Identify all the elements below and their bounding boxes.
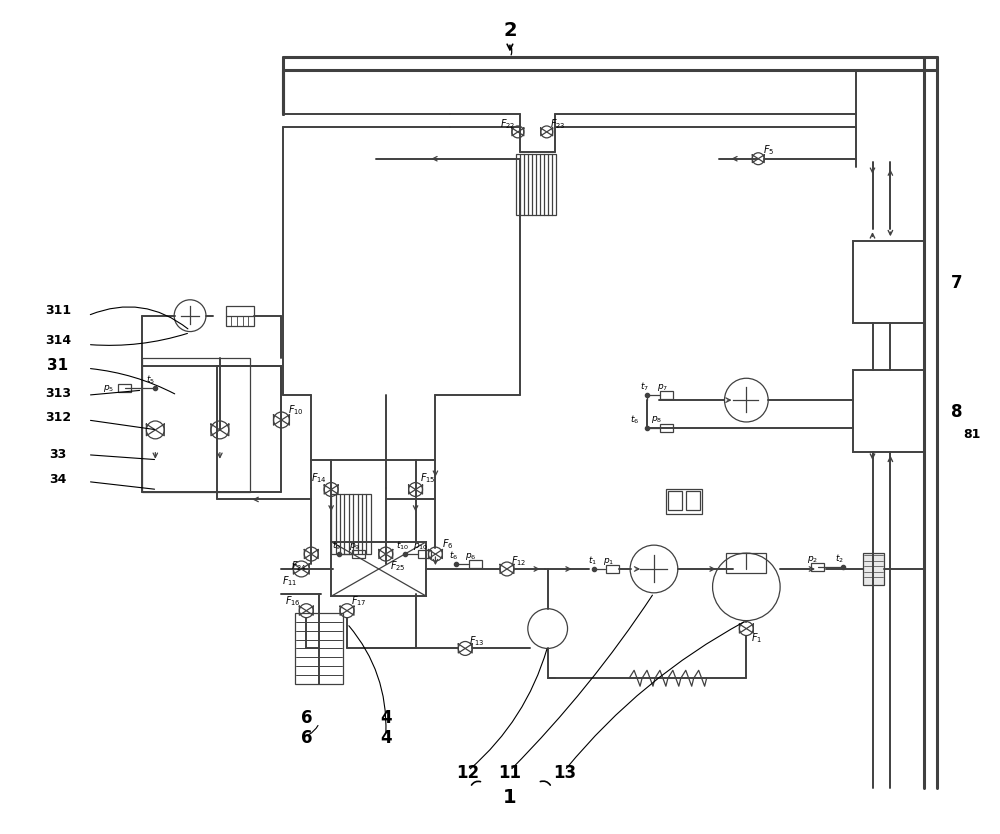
Text: $t_{10}$: $t_{10}$ <box>396 540 409 552</box>
Text: $p_6$: $p_6$ <box>465 550 477 561</box>
Bar <box>811 563 824 571</box>
Text: $F_{25}$: $F_{25}$ <box>390 559 406 573</box>
Text: 8: 8 <box>951 403 963 421</box>
Text: 4: 4 <box>380 709 392 727</box>
Bar <box>226 306 254 325</box>
Text: 12: 12 <box>457 764 480 781</box>
Text: $p_7$: $p_7$ <box>657 382 669 393</box>
Text: 311: 311 <box>45 304 71 317</box>
Text: $t_9$: $t_9$ <box>332 540 341 552</box>
Text: $p_1$: $p_1$ <box>603 555 614 566</box>
Text: $F_{17}$: $F_{17}$ <box>351 594 367 608</box>
Text: $t_5$: $t_5$ <box>146 374 155 386</box>
Text: 312: 312 <box>45 411 71 425</box>
Text: $F_{12}$: $F_{12}$ <box>511 554 527 568</box>
Text: $t_6$: $t_6$ <box>449 550 458 562</box>
Text: 81: 81 <box>963 429 981 441</box>
Bar <box>331 541 426 596</box>
Bar <box>853 370 924 452</box>
Text: $F_{23}$: $F_{23}$ <box>550 117 565 131</box>
Text: $F_5$: $F_5$ <box>763 143 774 157</box>
Bar <box>142 359 250 493</box>
Bar <box>726 553 766 573</box>
Bar <box>660 424 673 432</box>
Text: $F_{10}$: $F_{10}$ <box>288 403 304 417</box>
Text: 31: 31 <box>47 358 69 373</box>
Bar <box>853 241 924 323</box>
Text: $F_{22}$: $F_{22}$ <box>500 117 516 131</box>
Text: $F_6$: $F_6$ <box>442 537 453 551</box>
Text: 2: 2 <box>503 21 517 40</box>
Text: 4: 4 <box>380 729 392 747</box>
Bar <box>331 495 371 554</box>
Text: 314: 314 <box>45 334 71 347</box>
Bar <box>863 553 884 585</box>
Text: 33: 33 <box>49 448 67 461</box>
Text: $F_1$: $F_1$ <box>751 631 762 646</box>
Text: $t_2$: $t_2$ <box>835 553 844 565</box>
Bar <box>418 550 431 558</box>
Text: 13: 13 <box>553 764 576 781</box>
Bar <box>516 153 556 215</box>
Text: $t_6$: $t_6$ <box>630 414 640 426</box>
Text: $p_{10}$: $p_{10}$ <box>413 540 428 551</box>
Bar <box>668 490 682 510</box>
Bar <box>666 489 702 515</box>
Bar <box>295 613 343 684</box>
Text: $p_8$: $p_8$ <box>651 414 663 425</box>
Text: $t_7$: $t_7$ <box>640 381 649 394</box>
Text: 1: 1 <box>503 788 517 807</box>
Text: 6: 6 <box>301 709 312 727</box>
Bar <box>606 565 619 573</box>
Text: 313: 313 <box>45 387 71 399</box>
Text: $F_{15}$: $F_{15}$ <box>420 472 435 485</box>
Text: 6: 6 <box>301 729 312 747</box>
Bar <box>469 560 482 568</box>
Text: $F_{13}$: $F_{13}$ <box>469 635 485 648</box>
Text: $p_9$: $p_9$ <box>349 540 361 551</box>
Bar <box>686 490 700 510</box>
Text: 11: 11 <box>498 764 521 781</box>
Text: $F_{11}$: $F_{11}$ <box>282 574 297 588</box>
Text: $p_2$: $p_2$ <box>807 554 818 565</box>
Text: 34: 34 <box>49 473 67 486</box>
Text: $F_{24}$: $F_{24}$ <box>291 559 307 573</box>
Bar <box>118 384 131 392</box>
Bar <box>660 391 673 399</box>
Text: $t_1$: $t_1$ <box>588 555 597 567</box>
Text: $F_{16}$: $F_{16}$ <box>285 594 301 608</box>
Bar <box>352 550 365 558</box>
Text: $p_5$: $p_5$ <box>103 383 114 394</box>
Text: $F_{14}$: $F_{14}$ <box>311 472 327 485</box>
Text: 7: 7 <box>951 274 963 292</box>
